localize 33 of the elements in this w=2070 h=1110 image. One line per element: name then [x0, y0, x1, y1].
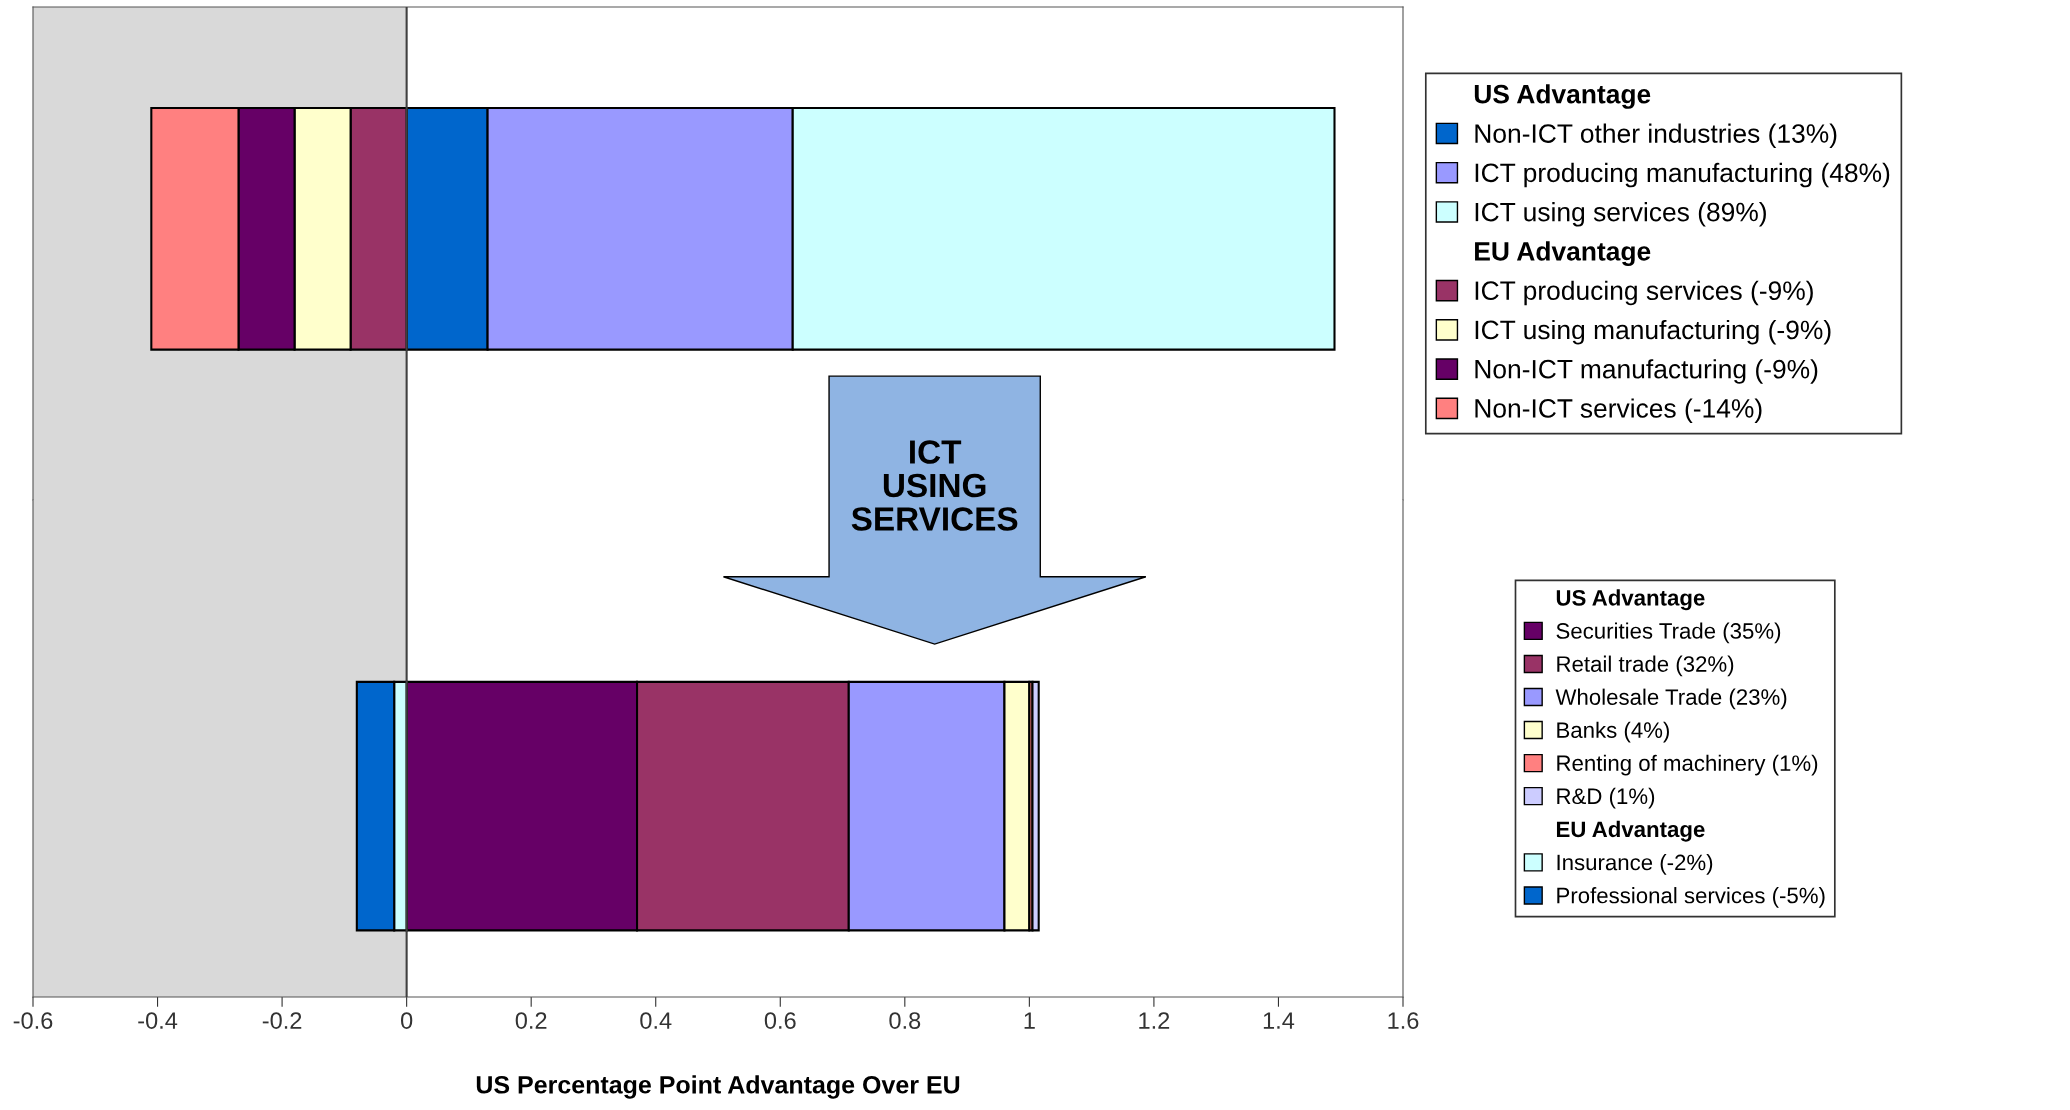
legend-label: Securities Trade (35%)	[1556, 622, 1781, 644]
legend-label: ICT using services (89%)	[1475, 202, 1766, 227]
x-tick-label: -0.4	[138, 1012, 178, 1029]
legend-label: Renting of machinery (1%)	[1557, 754, 1818, 776]
x-tick-label: 0.2	[515, 1012, 547, 1029]
x-tick-label: 1.2	[1139, 1012, 1170, 1029]
text: EU Advantage	[1556, 820, 1705, 842]
legend-label: Non-ICT other industries (13%)	[1475, 123, 1837, 149]
legend-label: Non-ICT manufacturing (-9%)	[1475, 359, 1818, 384]
legend-label: Wholesale Trade (23%)	[1555, 688, 1787, 710]
legend-label: ICT producing services (-9%)	[1475, 280, 1813, 306]
legend-label: Non-ICT services (-14%)	[1475, 398, 1762, 423]
x-axis-title: US Percentage Point Advantage Over EU	[476, 1075, 960, 1099]
x-tick-label: 0	[400, 1012, 413, 1029]
legend-label: ICT using manufacturing (-9%)	[1475, 319, 1831, 345]
x-tick-label: 1.6	[1388, 1012, 1419, 1029]
legend-label: Insurance (-2%)	[1557, 853, 1713, 875]
legend-label: Retail trade (32%)	[1557, 655, 1734, 677]
x-tick-label: -0.6	[13, 1012, 53, 1029]
legend-label: ICT producing manufacturing (48%)	[1475, 162, 1890, 188]
x-tick-label: -0.2	[262, 1012, 302, 1029]
legend-label: R&D (1%)	[1557, 787, 1655, 809]
annotation: ICT USING SERVICES	[851, 440, 1018, 531]
x-tick-label: 0.8	[889, 1012, 921, 1029]
x-tick-label: 0.6	[764, 1012, 796, 1029]
legend-label: Professional services (-5%)	[1557, 887, 1825, 908]
x-tick-label: 1	[1024, 1012, 1035, 1029]
x-tick-label: 0.4	[640, 1012, 672, 1029]
legend-label: Banks (4%)	[1557, 721, 1669, 743]
text: US Advantage	[1474, 84, 1651, 109]
text: US Advantage	[1556, 589, 1705, 611]
x-tick-label: 1.4	[1263, 1012, 1295, 1029]
text: EU Advantage	[1475, 241, 1651, 266]
